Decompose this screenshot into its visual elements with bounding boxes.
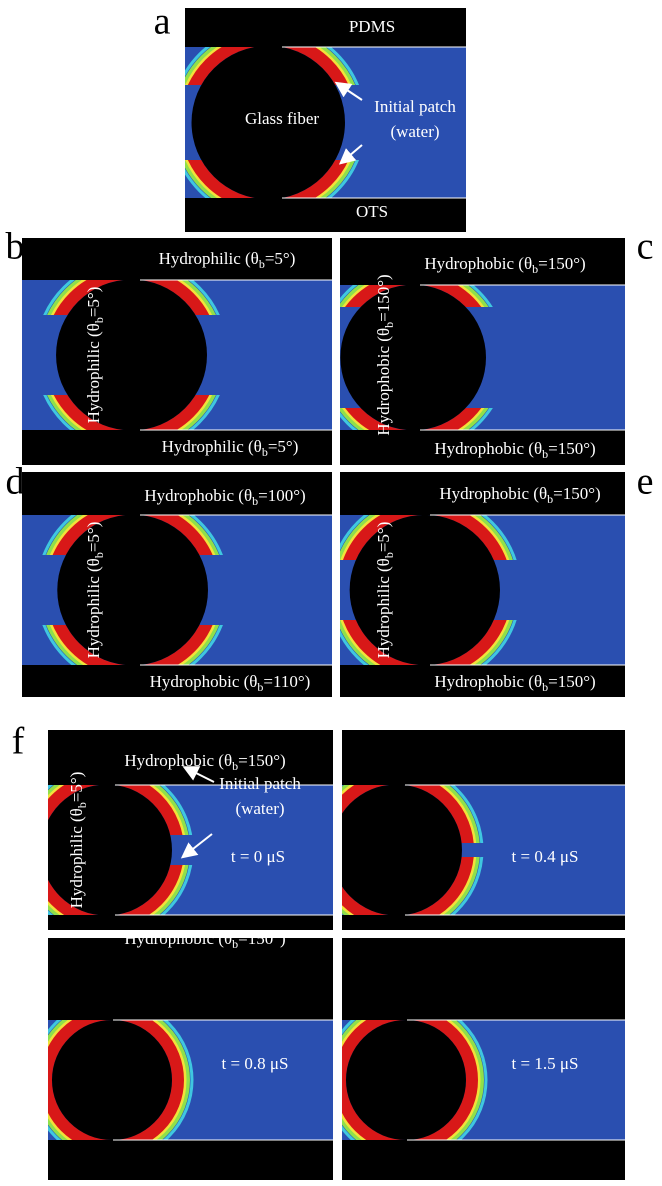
glass-fiber: [346, 1020, 466, 1140]
fiber-label: Hydrophilic (θb=5°): [84, 522, 106, 659]
sim-panel: [311, 730, 625, 936]
wall-label: Hydrophilic (θb=5°): [159, 249, 296, 271]
text-part: Hydrophobic (θ: [124, 751, 232, 770]
sim-panel: [22, 238, 332, 465]
annotation: Initial patch: [219, 774, 301, 793]
panel-label: f: [12, 721, 25, 763]
wall-label: Hydrophilic (θb=5°): [162, 437, 299, 459]
fiber-label: Glass fiber: [245, 109, 319, 128]
time-label: t = 0 μS: [231, 847, 285, 866]
wall-label: Hydrophobic (θb=110°): [150, 672, 311, 694]
text-part: =150°): [548, 439, 596, 458]
text-part: =5°): [268, 437, 299, 456]
wall-label: Hydrophobic (θb=150°): [124, 929, 285, 951]
time-label: t = 1.5 μS: [512, 1054, 579, 1073]
text-part: =5°): [84, 522, 103, 553]
panel-label: c: [637, 226, 654, 268]
fiber-label: Hydrophilic (θb=5°): [374, 522, 396, 659]
text-part: =150°): [238, 929, 286, 948]
glass-fiber: [57, 515, 208, 666]
wall-label: Hydrophobic (θb=150°): [424, 254, 585, 276]
text-part: =5°): [67, 772, 86, 803]
text-part: Hydrophilic (θ: [84, 323, 103, 423]
panel-label: a: [154, 1, 171, 43]
text-part: Hydrophilic (θ: [159, 249, 259, 268]
glass-fiber: [52, 1020, 172, 1140]
text-part: Hydrophilic (θ: [162, 437, 262, 456]
text-part: =100°): [258, 486, 306, 505]
panel-label: b: [6, 226, 25, 268]
text-part: Hydrophilic (θ: [84, 558, 103, 658]
text-part: Hydrophilic (θ: [374, 558, 393, 658]
fiber-label: Hydrophilic (θb=5°): [84, 287, 106, 424]
text-part: =110°): [263, 672, 310, 691]
text-part: =150°): [374, 274, 393, 322]
text-part: Hydrophobic (θ: [374, 328, 393, 436]
time-label: t = 0.8 μS: [222, 1054, 289, 1073]
text-part: Hydrophilic (θ: [67, 808, 86, 908]
fiber-label: Hydrophilic (θb=5°): [67, 772, 89, 909]
glass-fiber: [41, 784, 172, 915]
time-label: t = 0.4 μS: [512, 847, 579, 866]
figure: a PDMS OTS Glass fiber Initial patch (water) b…: [0, 0, 662, 1186]
wall-label: Hydrophobic (θb=150°): [434, 672, 595, 694]
wall-label: Hydrophobic (θb=150°): [439, 484, 600, 506]
text-part: Hydrophobic (θ: [144, 486, 252, 505]
text-part: =150°): [238, 751, 286, 770]
glass-fiber: [350, 515, 500, 665]
text-part: =150°): [553, 484, 601, 503]
text-part: =5°): [84, 287, 103, 318]
text-part: Hydrophobic (θ: [424, 254, 532, 273]
text-part: =150°): [548, 672, 596, 691]
text-part: Hydrophobic (θ: [439, 484, 547, 503]
panel-label: d: [6, 461, 25, 503]
text-part: Hydrophobic (θ: [434, 439, 542, 458]
panel-label: e: [637, 461, 654, 503]
sim-panel: [326, 938, 625, 1180]
fiber-label: Hydrophobic (θb=150°): [374, 274, 396, 435]
glass-fiber: [340, 285, 486, 431]
wall-label: OTS: [356, 202, 388, 221]
wall-label: Hydrophobic (θb=100°): [144, 486, 305, 508]
wall-label: Hydrophobic (θb=150°): [124, 751, 285, 773]
text-part: =150°): [538, 254, 586, 273]
text-part: Hydrophobic (θ: [434, 672, 542, 691]
text-part: =5°): [374, 522, 393, 553]
annotation: Initial patch: [374, 97, 456, 116]
glass-fiber: [331, 784, 462, 915]
annotation: (water): [235, 799, 284, 818]
wall-label: Hydrophobic (θb=150°): [434, 439, 595, 461]
sim-panel: [22, 472, 332, 697]
text-part: Hydrophobic (θ: [150, 672, 258, 691]
annotation: (water): [390, 122, 439, 141]
glass-fiber: [56, 280, 207, 431]
text-part: =5°): [265, 249, 296, 268]
text-part: Hydrophobic (θ: [124, 929, 232, 948]
wall-label: PDMS: [349, 17, 395, 36]
